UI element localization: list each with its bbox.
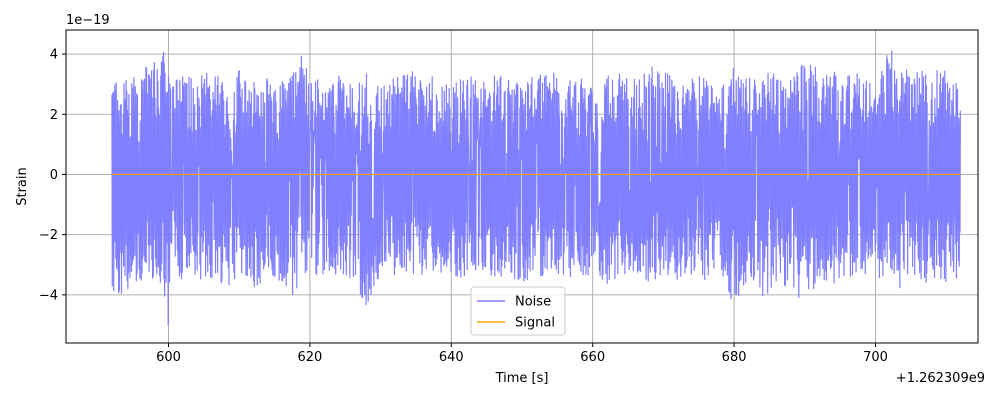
y-axis-label: Strain <box>15 167 30 206</box>
legend-label-signal: Signal <box>515 316 555 331</box>
axes-frame <box>65 29 979 344</box>
x-axis-offset-label: +1.262309e9 <box>896 371 985 386</box>
x-tick-label: 600 <box>156 350 181 365</box>
x-tick-label: 700 <box>863 350 888 365</box>
legend-box <box>470 286 566 336</box>
data-layer <box>111 50 961 326</box>
y-tick-label: 2 <box>50 108 58 123</box>
y-tick-label: −4 <box>39 288 58 303</box>
y-tick-label: 4 <box>50 48 58 63</box>
y-tick-label: −2 <box>39 228 58 243</box>
x-tick-label: 620 <box>297 350 322 365</box>
series-noise-line <box>111 50 961 326</box>
x-tick-label: 660 <box>580 350 605 365</box>
x-axis-ticks: 600 620 640 660 680 700 <box>156 343 888 365</box>
x-axis-label: Time [s] <box>495 371 549 386</box>
x-tick-label: 640 <box>439 350 464 365</box>
y-axis-scale-label: 1e−19 <box>66 13 110 28</box>
x-tick-label: 680 <box>722 350 747 365</box>
y-tick-label: 0 <box>50 168 58 183</box>
y-axis-ticks: −4 −2 0 2 4 <box>39 48 66 303</box>
legend: Noise Signal <box>470 286 566 336</box>
legend-label-noise: Noise <box>515 295 551 310</box>
